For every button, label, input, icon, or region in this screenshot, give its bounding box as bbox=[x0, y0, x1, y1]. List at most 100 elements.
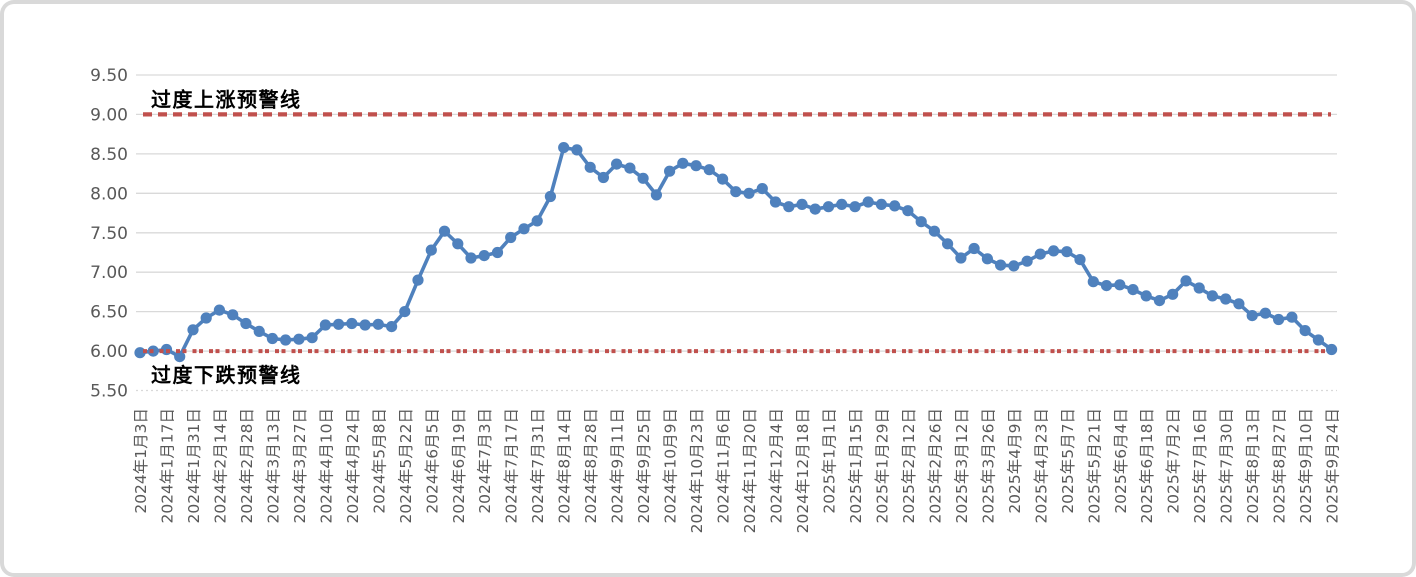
x-tick-label: 2025年2月12日 bbox=[900, 408, 918, 524]
data-point bbox=[531, 215, 543, 227]
data-point bbox=[280, 334, 292, 346]
data-point bbox=[889, 200, 901, 212]
data-point bbox=[134, 347, 146, 359]
data-point bbox=[796, 198, 808, 210]
data-point bbox=[849, 201, 861, 213]
x-tick-label: 2025年8月13日 bbox=[1244, 408, 1262, 524]
y-tick-label: 9.00 bbox=[90, 105, 128, 125]
data-point bbox=[306, 332, 318, 344]
y-tick-label: 9.50 bbox=[90, 66, 128, 86]
x-tick-label: 2024年4月24日 bbox=[344, 408, 362, 524]
data-point bbox=[915, 216, 927, 228]
x-tick-label: 2024年1月17日 bbox=[159, 408, 177, 524]
data-point bbox=[174, 351, 186, 363]
x-tick-label: 2025年7月30日 bbox=[1218, 408, 1236, 524]
x-tick-label: 2025年7月16日 bbox=[1191, 408, 1209, 524]
data-point bbox=[1312, 334, 1324, 346]
data-point bbox=[1074, 254, 1086, 266]
data-point bbox=[240, 317, 252, 330]
x-tick-label: 2024年1月31日 bbox=[185, 408, 203, 524]
data-point bbox=[478, 250, 490, 262]
data-point bbox=[372, 318, 384, 330]
data-point bbox=[412, 274, 424, 286]
x-tick-label: 2024年5月8日 bbox=[370, 408, 388, 514]
x-tick-label: 2024年12月4日 bbox=[768, 408, 786, 524]
y-tick-label: 7.50 bbox=[90, 224, 128, 244]
data-point bbox=[1259, 307, 1271, 319]
data-point bbox=[809, 203, 821, 215]
data-point bbox=[822, 201, 835, 213]
data-point bbox=[995, 259, 1007, 271]
y-tick-label: 8.50 bbox=[90, 145, 128, 165]
x-tick-label: 2024年5月22日 bbox=[397, 408, 415, 524]
x-tick-label: 2024年12月18日 bbox=[794, 408, 812, 533]
x-tick-label: 2025年4月23日 bbox=[1032, 408, 1050, 524]
data-point bbox=[942, 238, 954, 250]
data-point bbox=[1220, 293, 1232, 305]
x-tick-label: 2024年3月13日 bbox=[264, 408, 282, 524]
data-point bbox=[1048, 245, 1060, 257]
x-tick-label: 2025年6月4日 bbox=[1112, 408, 1130, 514]
x-tick-label: 2024年6月19日 bbox=[450, 408, 468, 524]
data-point bbox=[465, 252, 477, 264]
data-point bbox=[359, 319, 371, 331]
data-point bbox=[1273, 313, 1285, 326]
data-point bbox=[769, 196, 782, 208]
data-point bbox=[1021, 255, 1033, 267]
y-tick-label: 6.50 bbox=[90, 303, 128, 323]
data-point bbox=[253, 325, 265, 337]
data-point bbox=[333, 318, 345, 330]
x-tick-label: 2025年2月26日 bbox=[926, 408, 944, 524]
data-point bbox=[836, 198, 848, 210]
data-point bbox=[875, 198, 888, 210]
data-point bbox=[571, 144, 583, 156]
data-point bbox=[981, 253, 994, 265]
data-point bbox=[319, 319, 331, 331]
data-point bbox=[346, 317, 358, 330]
data-point bbox=[783, 201, 795, 213]
data-point bbox=[558, 142, 570, 154]
x-tick-label: 2025年7月2日 bbox=[1165, 408, 1183, 514]
x-tick-label: 2024年9月11日 bbox=[609, 408, 627, 524]
data-point bbox=[703, 164, 715, 176]
data-point bbox=[955, 252, 967, 264]
data-point bbox=[611, 158, 623, 170]
data-point bbox=[664, 165, 676, 177]
upper-warning-label: 过度上涨预警线 bbox=[151, 87, 302, 111]
x-tick-label: 2024年1月3日 bbox=[132, 408, 150, 514]
x-tick-label: 2025年1月1日 bbox=[821, 408, 839, 514]
data-point bbox=[1087, 276, 1099, 288]
data-point bbox=[1008, 260, 1020, 272]
data-point bbox=[399, 306, 411, 318]
data-point bbox=[266, 332, 278, 345]
x-tick-label: 2025年3月26日 bbox=[979, 408, 997, 524]
data-point bbox=[227, 309, 239, 321]
x-tick-label: 2025年6月18日 bbox=[1138, 408, 1156, 524]
data-point bbox=[862, 196, 874, 208]
x-tick-label: 2024年8月14日 bbox=[556, 408, 574, 524]
data-point bbox=[597, 171, 610, 184]
x-tick-label: 2024年2月14日 bbox=[211, 408, 229, 524]
data-point bbox=[1127, 284, 1139, 296]
x-tick-label: 2025年8月27日 bbox=[1271, 408, 1289, 524]
x-tick-label: 2025年9月10日 bbox=[1297, 408, 1315, 524]
x-tick-label: 2025年1月15日 bbox=[847, 408, 865, 524]
x-tick-label: 2024年10月23日 bbox=[688, 408, 706, 533]
data-point bbox=[717, 173, 729, 185]
data-point bbox=[1034, 248, 1046, 260]
data-point bbox=[425, 244, 437, 256]
data-point bbox=[544, 190, 557, 203]
x-tick-label: 2024年8月28日 bbox=[582, 408, 600, 524]
x-tick-label: 2025年1月29日 bbox=[873, 408, 891, 524]
x-tick-label: 2024年4月10日 bbox=[317, 408, 335, 524]
data-point bbox=[928, 225, 941, 237]
data-point bbox=[637, 172, 649, 184]
data-point bbox=[491, 246, 504, 259]
data-point bbox=[505, 231, 517, 244]
y-tick-label: 7.00 bbox=[90, 263, 128, 283]
data-point bbox=[902, 205, 914, 217]
data-point bbox=[518, 223, 530, 235]
data-point bbox=[1246, 310, 1258, 322]
data-point bbox=[187, 324, 199, 336]
